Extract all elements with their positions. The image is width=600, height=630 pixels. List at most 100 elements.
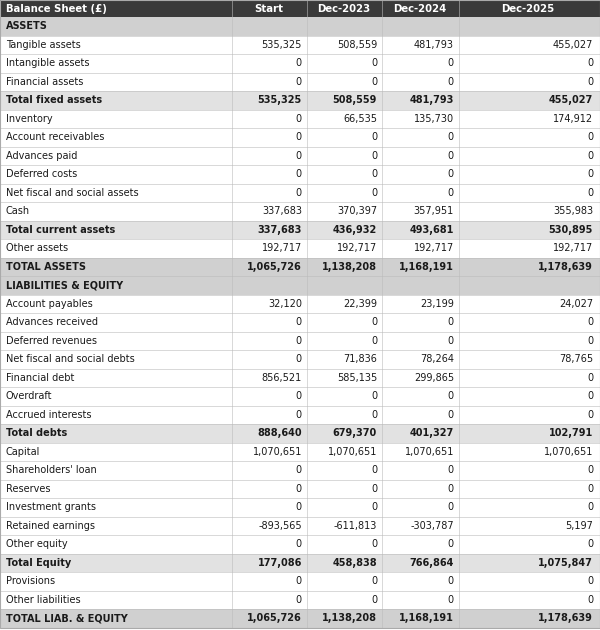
Text: LIABILITIES & EQUITY: LIABILITIES & EQUITY — [6, 280, 123, 290]
Text: 32,120: 32,120 — [268, 299, 302, 309]
Bar — [0, 498, 600, 517]
Text: 0: 0 — [448, 151, 454, 161]
Bar — [0, 424, 600, 442]
Text: Provisions: Provisions — [6, 576, 55, 587]
Text: 357,951: 357,951 — [414, 206, 454, 216]
Text: 337,683: 337,683 — [262, 206, 302, 216]
Text: 679,370: 679,370 — [333, 428, 377, 438]
Text: 0: 0 — [587, 132, 593, 142]
Bar — [0, 572, 600, 590]
Text: 535,325: 535,325 — [258, 95, 302, 105]
Text: 1,070,651: 1,070,651 — [404, 447, 454, 457]
Text: 0: 0 — [296, 318, 302, 327]
Text: Advances received: Advances received — [6, 318, 98, 327]
Text: -611,813: -611,813 — [334, 521, 377, 530]
Text: 0: 0 — [371, 188, 377, 198]
Text: 0: 0 — [587, 576, 593, 587]
Text: 0: 0 — [587, 169, 593, 180]
Text: 0: 0 — [448, 132, 454, 142]
Text: 585,135: 585,135 — [337, 373, 377, 383]
Bar — [0, 350, 600, 369]
Text: 458,838: 458,838 — [332, 558, 377, 568]
Bar — [0, 442, 600, 461]
Text: 0: 0 — [296, 132, 302, 142]
Text: 299,865: 299,865 — [414, 373, 454, 383]
Bar — [0, 461, 600, 479]
Bar — [0, 54, 600, 72]
Bar — [0, 91, 600, 110]
Text: ASSETS: ASSETS — [6, 21, 48, 32]
Text: 455,027: 455,027 — [549, 95, 593, 105]
Bar — [0, 406, 600, 424]
Text: 0: 0 — [371, 410, 377, 420]
Text: 0: 0 — [448, 77, 454, 87]
Text: 1,065,726: 1,065,726 — [247, 261, 302, 272]
Text: Dec-2023: Dec-2023 — [317, 4, 371, 13]
Text: 508,559: 508,559 — [332, 95, 377, 105]
Bar — [0, 128, 600, 147]
Text: 0: 0 — [296, 188, 302, 198]
Text: 0: 0 — [448, 595, 454, 605]
Text: 0: 0 — [587, 502, 593, 512]
Bar — [0, 258, 600, 276]
Bar — [0, 331, 600, 350]
Text: 856,521: 856,521 — [262, 373, 302, 383]
Text: 0: 0 — [371, 169, 377, 180]
Text: 0: 0 — [371, 58, 377, 68]
Text: 493,681: 493,681 — [410, 225, 454, 235]
Text: Retained earnings: Retained earnings — [6, 521, 95, 530]
Text: 0: 0 — [296, 410, 302, 420]
Text: 0: 0 — [448, 465, 454, 475]
Text: 71,836: 71,836 — [343, 354, 377, 364]
Text: Dec-2024: Dec-2024 — [394, 4, 446, 13]
Text: 0: 0 — [448, 188, 454, 198]
Text: 0: 0 — [448, 391, 454, 401]
Text: 0: 0 — [448, 576, 454, 587]
Text: 0: 0 — [371, 484, 377, 494]
Text: 0: 0 — [587, 336, 593, 346]
Text: Net fiscal and social debts: Net fiscal and social debts — [6, 354, 135, 364]
Text: TOTAL ASSETS: TOTAL ASSETS — [6, 261, 86, 272]
Bar — [0, 535, 600, 554]
Text: 0: 0 — [296, 595, 302, 605]
Text: 0: 0 — [371, 576, 377, 587]
Text: Deferred costs: Deferred costs — [6, 169, 77, 180]
Text: 481,793: 481,793 — [414, 40, 454, 50]
Bar — [0, 369, 600, 387]
Text: 0: 0 — [448, 336, 454, 346]
Text: 0: 0 — [587, 391, 593, 401]
Text: 192,717: 192,717 — [414, 243, 454, 253]
Bar — [0, 276, 600, 294]
Text: Other liabilities: Other liabilities — [6, 595, 80, 605]
Text: 0: 0 — [587, 58, 593, 68]
Text: Account receivables: Account receivables — [6, 132, 104, 142]
Text: 0: 0 — [296, 484, 302, 494]
Bar — [0, 387, 600, 406]
Text: Net fiscal and social assets: Net fiscal and social assets — [6, 188, 139, 198]
Bar — [0, 110, 600, 128]
Text: 1,138,208: 1,138,208 — [322, 261, 377, 272]
Text: 1,065,726: 1,065,726 — [247, 613, 302, 623]
Text: Accrued interests: Accrued interests — [6, 410, 91, 420]
Text: 0: 0 — [587, 465, 593, 475]
Text: 0: 0 — [371, 391, 377, 401]
Text: 0: 0 — [448, 318, 454, 327]
Text: 24,027: 24,027 — [559, 299, 593, 309]
Text: 0: 0 — [296, 114, 302, 123]
Text: -893,565: -893,565 — [259, 521, 302, 530]
Text: 0: 0 — [587, 77, 593, 87]
Text: Account payables: Account payables — [6, 299, 93, 309]
Text: Cash: Cash — [6, 206, 30, 216]
Text: 1,070,651: 1,070,651 — [328, 447, 377, 457]
Text: Advances paid: Advances paid — [6, 151, 77, 161]
Text: 0: 0 — [296, 151, 302, 161]
Text: 0: 0 — [371, 336, 377, 346]
Text: 1,138,208: 1,138,208 — [322, 613, 377, 623]
Text: 0: 0 — [296, 539, 302, 549]
Text: 455,027: 455,027 — [553, 40, 593, 50]
Text: 0: 0 — [587, 318, 593, 327]
Text: 0: 0 — [296, 465, 302, 475]
Text: TOTAL LIAB. & EQUITY: TOTAL LIAB. & EQUITY — [6, 613, 128, 623]
Text: Financial assets: Financial assets — [6, 77, 83, 87]
Text: 1,178,639: 1,178,639 — [538, 613, 593, 623]
